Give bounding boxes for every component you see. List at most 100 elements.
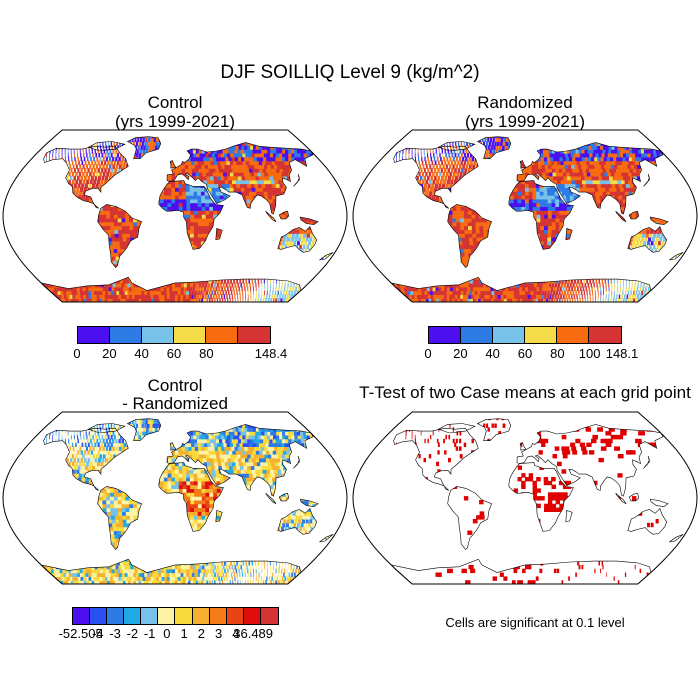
grid-cell [105,164,109,169]
grid-cell [271,179,277,185]
grid-cell [149,290,154,295]
grid-cell [216,172,221,177]
grid-cell [238,286,240,292]
grid-cell [111,233,116,238]
grid-cell [270,210,275,215]
grid-cell [468,294,474,299]
grid-cell [635,290,638,295]
grid-cell [281,210,287,215]
grid-cell [643,282,645,288]
grid-cell [265,183,271,188]
grid-cell [131,294,137,299]
grid-cell [257,164,264,169]
grid-cell [564,290,567,295]
grid-cell [175,183,180,188]
grid-cell [196,244,201,250]
grid-cell [491,298,496,302]
grid-cell [153,294,158,299]
grid-cell [624,290,627,295]
grid-cell [610,279,612,284]
grid-cell [181,164,186,169]
grid-cell [620,282,621,288]
grid-cell [75,191,79,196]
grid-cell [234,298,236,302]
grid-cell [180,290,184,295]
grid-cell [121,214,126,219]
grid-cell [540,298,544,302]
grid-cell [293,290,296,295]
grid-cell [139,149,142,154]
grid-cell [112,156,115,162]
grid-cell [116,152,119,158]
grid-cell [125,225,131,230]
grid-cell [77,152,79,158]
grid-cell [119,290,125,295]
grid-cell [272,286,274,292]
grid-cell [98,206,104,211]
grid-cell [110,248,116,253]
grid-cell [281,244,284,250]
grid-cell [241,156,247,162]
grid-cell [199,152,204,158]
grid-cell [58,149,60,154]
grid-cell [225,290,227,295]
grid-cell [597,290,599,295]
grid-cell [131,137,134,142]
grid-cell [89,152,91,158]
grid-cell [617,282,618,288]
grid-cell [211,152,217,158]
grid-cell [254,183,260,188]
grid-cell [181,160,186,165]
grid-cell [629,279,630,284]
grid-cell [219,290,222,295]
grid-cell [213,282,216,288]
grid-cell [264,164,270,169]
grid-cell [302,244,306,250]
grid-cell [105,141,107,146]
grid-cell [530,286,534,292]
grid-cell [605,282,607,288]
grid-cell [271,294,273,299]
grid-cell [84,168,87,173]
grid-cell [210,175,215,181]
grid-cell [250,286,252,292]
grid-cell [589,279,592,284]
grid-cell [614,290,615,295]
grid-cell [55,149,57,154]
grid-cell [186,191,191,196]
grid-cell [68,172,71,177]
grid-cell [276,294,279,299]
grid-cell [86,179,89,185]
grid-cell [144,290,149,295]
grid-cell [189,187,195,192]
grid-cell [193,233,198,238]
grid-cell [246,282,248,288]
grid-cell [566,290,569,295]
grid-cell [178,282,182,288]
grid-cell [77,183,81,188]
grid-cell [145,137,148,142]
grid-cell [98,210,103,215]
grid-cell [140,286,145,292]
grid-cell [244,156,250,162]
grid-cell [218,183,224,188]
grid-cell [186,233,191,238]
grid-cell [198,168,204,173]
grid-cell [228,168,234,173]
grid-cell [117,168,121,173]
grid-cell [136,221,142,227]
grid-cell [217,179,223,185]
grid-cell [247,172,253,177]
grid-cell [303,229,308,234]
grid-cell [137,294,142,299]
grid-cell [605,294,607,299]
grid-cell [517,298,521,302]
grid-cell [133,298,138,302]
coastline [87,141,126,152]
grid-cell [592,298,594,302]
grid-cell [222,168,228,173]
grid-cell [470,286,476,292]
grid-cell [171,179,176,185]
grid-cell [193,195,199,200]
grid-cell [263,191,269,196]
